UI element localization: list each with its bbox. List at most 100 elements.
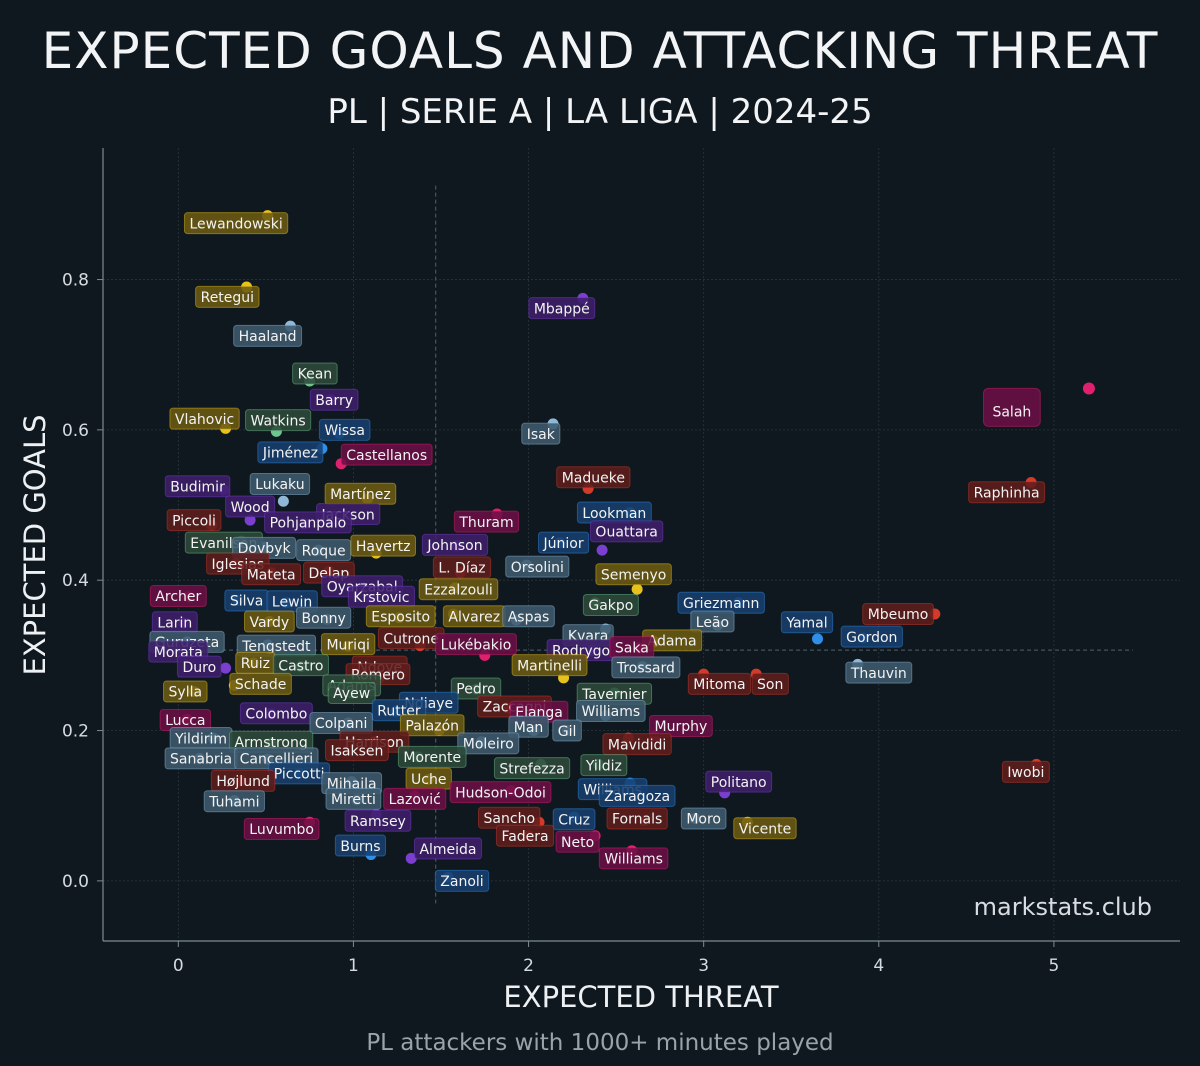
point-label: Wissa [318, 418, 371, 441]
point-label-box [169, 407, 240, 430]
point-label-text: Trossard [616, 661, 675, 677]
point-label-text: Zaragoza [604, 789, 670, 805]
point-label: Piccoli [166, 509, 222, 532]
point-label-text: Kean [298, 367, 333, 383]
point-label-text: Jiménez [262, 446, 318, 462]
point-label-text: Moleiro [463, 737, 514, 753]
point-label-text: Lukaku [255, 477, 304, 493]
point-label: Krstovic [347, 585, 416, 608]
point-label-text: Cutrone [383, 631, 439, 647]
point-label-box [606, 807, 668, 830]
point-label-box [243, 818, 320, 841]
point-label-text: Esposito [371, 610, 430, 626]
point-label-text: Wissa [324, 423, 365, 439]
point-label-text: Semenyo [601, 567, 666, 583]
axes: 0 1 2 3 4 5 0.0 0.2 0.4 0.6 0.8 [62, 148, 1180, 976]
point-label-text: Havertz [356, 539, 411, 555]
point-label: Yamal [780, 611, 834, 634]
point-label-text: Larin [157, 616, 192, 632]
point-label-text: Mavididi [608, 737, 666, 753]
point-label: Son [751, 672, 789, 695]
point-label-text: Pedro [456, 682, 495, 698]
point-label-box [862, 603, 934, 626]
point-label-box [611, 656, 681, 679]
point-label-text: Ayew [333, 686, 370, 702]
y-tick-label: 0.0 [62, 872, 89, 892]
point-label: Lewin [266, 590, 318, 613]
point-label: Leão [690, 610, 735, 633]
point-label-box [296, 539, 352, 562]
point-label-box [225, 495, 276, 518]
point-label-text: Fornals [612, 812, 662, 828]
point-label-box [1001, 760, 1050, 783]
point-label-box [272, 654, 329, 677]
point-label-text: Thuram [458, 515, 513, 531]
point-label-box [450, 677, 502, 700]
point-label: Gil [552, 719, 582, 742]
point-label: Silva [224, 589, 269, 612]
point-label-text: Vlahovic [175, 412, 234, 428]
point-label-text: Gakpo [588, 598, 633, 614]
point-label: Almeida [413, 837, 483, 860]
point-label-box [309, 388, 359, 411]
point-label-box [229, 672, 292, 695]
point-label: Murphy [649, 715, 713, 738]
point-label: Muriqi [320, 633, 376, 656]
point-label-box [780, 611, 834, 634]
point-label: Mbappé [528, 297, 596, 320]
point-label-box [334, 834, 387, 857]
point-label-text: Lookman [582, 506, 646, 522]
point-label: Saka [609, 636, 655, 659]
point-label-text: Tavernier [581, 687, 647, 703]
point-label: Fornals [606, 807, 668, 830]
point-label-text: Lucca [165, 713, 205, 729]
point-label: Esposito [365, 605, 436, 628]
point-label: Trossard [611, 656, 681, 679]
point-label-box [495, 824, 555, 847]
x-axis-label: EXPECTED THREAT [503, 980, 778, 1014]
point-label-text: Palazón [405, 718, 459, 734]
data-point [220, 662, 232, 674]
point-label-box [365, 605, 436, 628]
point-label-text: Vicente [739, 821, 791, 837]
point-label-box [508, 715, 549, 738]
point-label-box [344, 809, 412, 832]
point-label: Dovbyk [232, 536, 297, 559]
point-label: Vicente [733, 817, 797, 840]
point-label-box [399, 714, 465, 737]
point-label-box [598, 784, 676, 807]
point-label-text: Mateta [247, 567, 296, 583]
point-label-text: Tuhami [208, 794, 259, 810]
point-label-text: Haaland [239, 329, 297, 345]
y-tick-label: 0.4 [62, 571, 89, 591]
point-label-text: Sanabria [170, 752, 232, 768]
point-label: Fadera [495, 824, 555, 847]
point-label-box [195, 285, 260, 308]
point-label-text: Castellanos [346, 448, 427, 464]
point-label: Tuhami [203, 790, 265, 813]
watermark: markstats.club [973, 893, 1152, 921]
point-label-box [292, 362, 338, 385]
point-label-text: Adama [648, 634, 697, 650]
point-label: Griezmann [677, 591, 765, 614]
point-label: Colombo [239, 702, 313, 725]
point-label-box [552, 808, 596, 831]
point-label: Uche [405, 767, 452, 790]
point-label-text: Sylla [169, 685, 203, 701]
point-label: Lukébakio [435, 633, 517, 656]
point-label-text: Archer [155, 589, 201, 605]
point-label: Kean [292, 362, 338, 385]
point-label: Roque [296, 539, 352, 562]
point-label-text: Silva [230, 594, 264, 610]
point-label-box [982, 387, 1041, 427]
point-label-text: Colpani [315, 716, 367, 732]
point-label-text: Mihaila [327, 776, 377, 792]
point-label-text: Lewandowski [189, 216, 282, 232]
point-label-text: Piccotti [274, 767, 325, 783]
point-label: Martínez [324, 482, 397, 505]
point-label: Armstrong [228, 730, 314, 753]
point-label-box [320, 633, 376, 656]
point-label-box [324, 739, 389, 762]
point-label: Thuram [453, 510, 520, 533]
point-label: Man [508, 715, 549, 738]
